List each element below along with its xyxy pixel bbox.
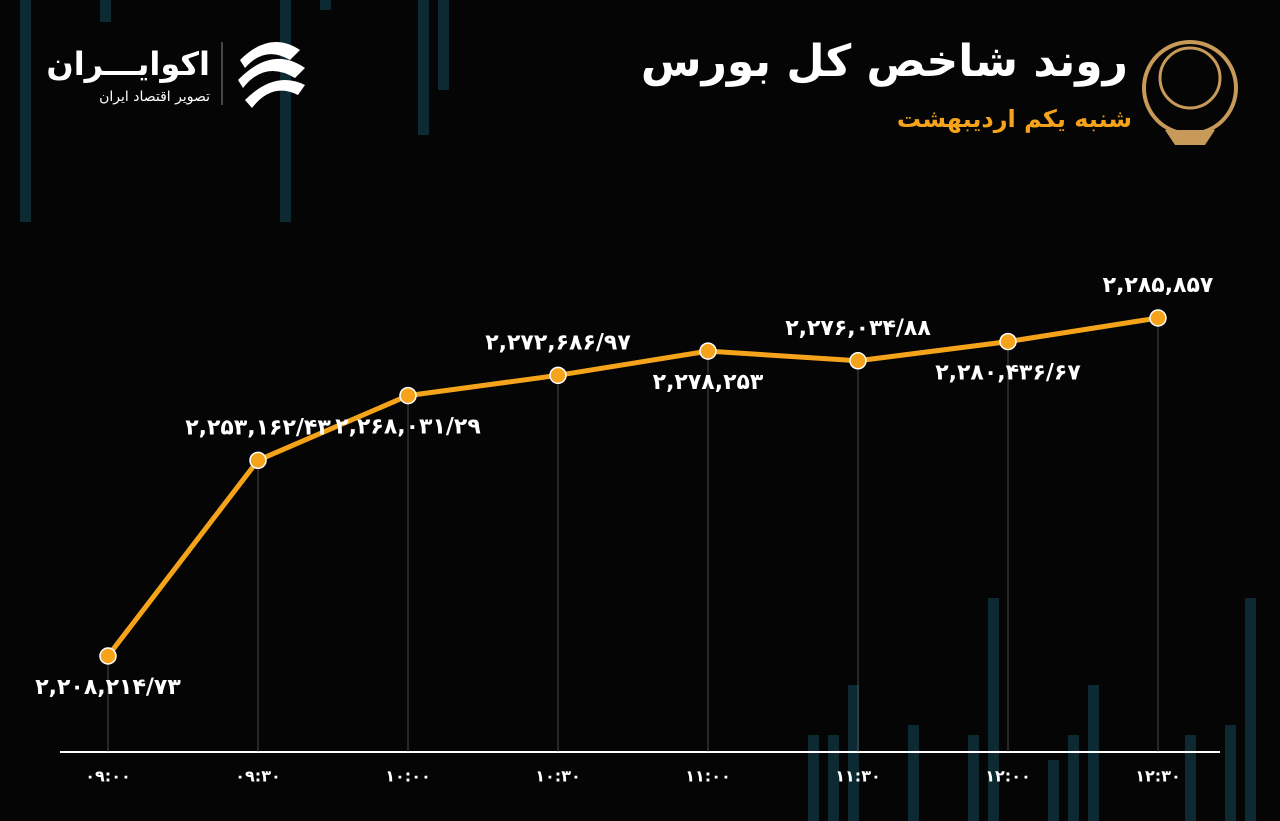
x-tick-label: ۰۹:۳۰ <box>235 767 280 786</box>
value-label: ۲,۲۸۰,۴۳۶/۶۷ <box>935 361 1081 386</box>
chart-subtitle: شنبه یکم اردیبهشت <box>897 105 1132 133</box>
brand-tagline: تصویر اقتصاد ایران <box>99 89 210 105</box>
point <box>699 342 717 360</box>
value-label: ۲,۲۷۲,۶۸۶/۹۷ <box>485 330 631 355</box>
value-label: ۲,۲۶۸,۰۳۱/۲۹ <box>335 415 481 440</box>
line <box>106 315 1159 658</box>
value-label: ۲,۲۷۶,۰۳۴/۸۸ <box>785 316 931 341</box>
x-tick-label: ۰۹:۰۰ <box>85 767 130 786</box>
point <box>549 366 567 385</box>
emblem <box>1142 40 1238 145</box>
x-tick-label: ۱۰:۳۰ <box>535 767 580 786</box>
brand-logo <box>221 42 305 108</box>
x-tick-label: ۱۱:۰۰ <box>685 767 730 786</box>
x-tick-label: ۱۱:۳۰ <box>835 767 880 786</box>
point <box>399 386 417 405</box>
x-tick-label: ۱۲:۳۰ <box>1135 767 1180 786</box>
point <box>249 451 267 470</box>
chart-title: روند شاخص کل بورس <box>641 36 1128 87</box>
x-tick-label: ۱۰:۰۰ <box>385 767 430 786</box>
value-label: ۲,۲۷۸,۲۵۳ <box>653 370 764 395</box>
value-label: ۲,۲۰۸,۲۱۴/۷۳ <box>35 675 181 700</box>
point <box>99 647 117 665</box>
decoration <box>20 0 1256 821</box>
brand-name: اکوایـــران <box>46 45 210 83</box>
point <box>849 352 867 370</box>
x-tick-label: ۱۲:۰۰ <box>985 767 1030 786</box>
point <box>999 332 1017 351</box>
value-label: ۲,۲۵۳,۱۶۲/۴۳ <box>185 415 331 440</box>
value-label: ۲,۲۸۵,۸۵۷ <box>1103 273 1214 298</box>
point <box>1149 309 1167 327</box>
